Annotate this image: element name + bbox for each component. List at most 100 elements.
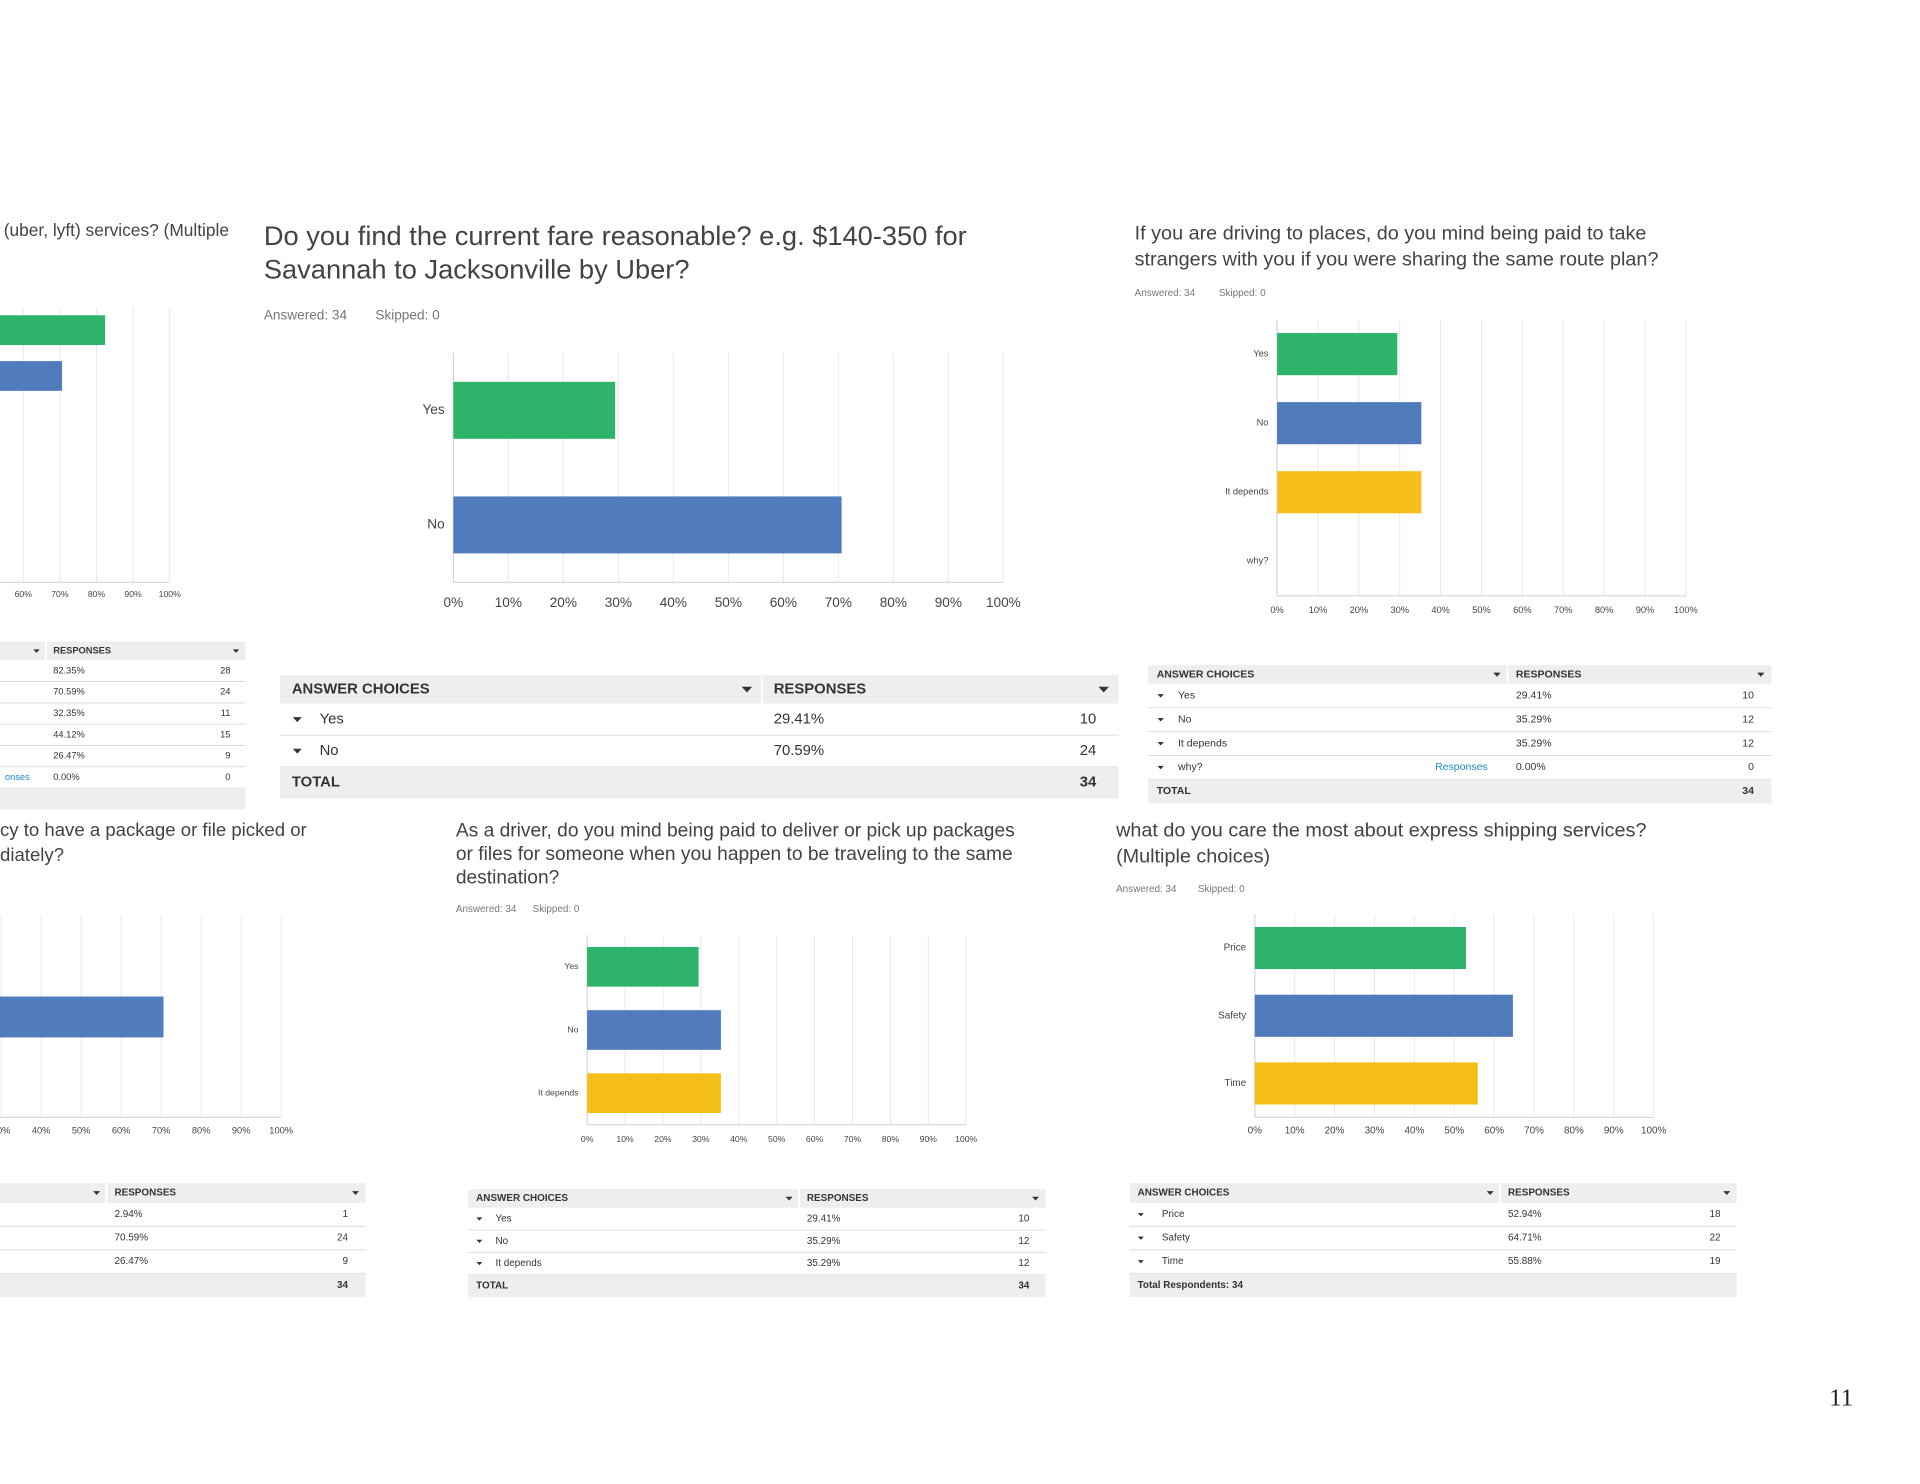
row-choice: No bbox=[320, 743, 339, 759]
header-responses: RESPONSES bbox=[114, 1187, 176, 1198]
header-responses: RESPONSES bbox=[53, 645, 111, 655]
row-count: 28 bbox=[220, 665, 230, 675]
dropdown-arrow bbox=[352, 1191, 359, 1195]
dropdown-arrow bbox=[1157, 765, 1164, 770]
dropdown-arrow bbox=[292, 717, 302, 723]
row-count: 19 bbox=[1710, 1256, 1722, 1267]
page-number: 11 bbox=[1829, 1384, 1853, 1411]
row-percent: 32.35% bbox=[53, 708, 84, 718]
bar bbox=[453, 496, 842, 554]
question-title: Savannah to Jacksonville by Uber? bbox=[264, 253, 690, 284]
table-total bbox=[279, 766, 1119, 799]
row-count: 10 bbox=[1018, 1214, 1030, 1225]
x-tick-label: 60% bbox=[806, 1134, 824, 1144]
x-tick-label: 80% bbox=[1564, 1126, 1584, 1137]
row-count: 11 bbox=[221, 708, 231, 718]
row-count: 12 bbox=[1742, 737, 1754, 749]
category-label: Yes bbox=[1253, 349, 1268, 359]
answered-count: Answered: 34 bbox=[456, 904, 517, 915]
row-percent: 2.94% bbox=[114, 1209, 142, 1220]
dropdown-arrow bbox=[476, 1217, 483, 1221]
dropdown-arrow bbox=[1137, 1260, 1144, 1264]
bar bbox=[587, 947, 699, 987]
total-count: 34 bbox=[1742, 785, 1754, 797]
responses-link[interactable]: onses bbox=[5, 772, 30, 782]
dropdown-arrow bbox=[1157, 741, 1164, 746]
table-header bbox=[468, 1189, 1046, 1208]
category-label: why? bbox=[1246, 556, 1269, 566]
x-tick-label: 10% bbox=[1309, 605, 1328, 615]
category-label: Price bbox=[1224, 943, 1247, 954]
x-tick-label: 0% bbox=[581, 1134, 594, 1144]
bar bbox=[1254, 926, 1466, 970]
x-tick-label: 70% bbox=[1554, 605, 1573, 615]
header-responses: RESPONSES bbox=[1516, 668, 1581, 680]
total-label: TOTAL bbox=[1157, 785, 1192, 797]
answered-count: Answered: 34 bbox=[1116, 884, 1177, 895]
skipped-count: Skipped: 0 bbox=[533, 904, 580, 915]
total-count: 34 bbox=[1018, 1280, 1030, 1291]
question-title: cy to have a package or file picked or bbox=[0, 819, 307, 840]
bar bbox=[453, 381, 616, 439]
row-count: 18 bbox=[1710, 1209, 1722, 1220]
row-count: 24 bbox=[337, 1233, 349, 1244]
row-percent: 70.59% bbox=[114, 1233, 148, 1244]
row-choice: Time bbox=[1162, 1256, 1184, 1267]
x-tick-label: 50% bbox=[1444, 1126, 1464, 1137]
row-count: 24 bbox=[220, 687, 230, 697]
row-count: 22 bbox=[1710, 1233, 1721, 1244]
row-percent: 26.47% bbox=[53, 751, 84, 761]
x-tick-label: 40% bbox=[1431, 605, 1450, 615]
category-label: It depends bbox=[538, 1087, 579, 1097]
table-total bbox=[1148, 779, 1772, 804]
dropdown-arrow bbox=[33, 649, 40, 653]
answered-count: Answered: 34 bbox=[1135, 288, 1196, 299]
row-count: 10 bbox=[1742, 690, 1754, 702]
category-label: No bbox=[1257, 418, 1269, 428]
row-choice: It depends bbox=[495, 1258, 541, 1269]
x-tick-label: 100% bbox=[1641, 1126, 1667, 1137]
x-tick-label: 60% bbox=[15, 589, 33, 599]
row-percent: 70.59% bbox=[53, 687, 84, 697]
x-tick-label: 90% bbox=[1636, 605, 1655, 615]
table-header bbox=[1148, 665, 1772, 684]
responses-link[interactable]: Responses bbox=[1435, 761, 1488, 773]
dropdown-arrow bbox=[1137, 1236, 1144, 1240]
x-tick-label: 30% bbox=[0, 1125, 10, 1135]
category-label: No bbox=[427, 517, 444, 532]
dropdown-arrow bbox=[1098, 686, 1109, 693]
x-tick-label: 100% bbox=[269, 1125, 293, 1135]
x-tick-label: 60% bbox=[112, 1125, 131, 1135]
x-tick-label: 30% bbox=[1365, 1126, 1385, 1137]
bar bbox=[1277, 471, 1422, 514]
table-total bbox=[1129, 1273, 1737, 1297]
row-percent: 64.71% bbox=[1508, 1233, 1542, 1244]
dropdown-arrow bbox=[1493, 672, 1501, 677]
x-tick-label: 60% bbox=[770, 595, 797, 610]
question-title: what do you care the most about express … bbox=[1115, 819, 1646, 841]
row-percent: 35.29% bbox=[807, 1258, 841, 1269]
question-title: As a driver, do you mind being paid to d… bbox=[456, 820, 1015, 841]
question-title: destination? bbox=[456, 867, 559, 888]
dropdown-arrow bbox=[476, 1262, 483, 1266]
row-count: 12 bbox=[1018, 1258, 1029, 1269]
total-label: Total Respondents: 34 bbox=[1138, 1280, 1244, 1291]
row-count: 1 bbox=[343, 1209, 349, 1220]
category-label: Yes bbox=[564, 961, 579, 971]
x-tick-label: 10% bbox=[495, 595, 522, 610]
category-label: Safety bbox=[1218, 1010, 1246, 1021]
x-tick-label: 70% bbox=[152, 1125, 171, 1135]
x-tick-label: 90% bbox=[1604, 1126, 1624, 1137]
x-tick-label: 30% bbox=[605, 595, 632, 610]
row-count: 10 bbox=[1080, 711, 1097, 727]
question-title: (Multiple choices) bbox=[1116, 845, 1270, 867]
header-choices: ANSWER CHOICES bbox=[476, 1193, 568, 1204]
row-percent: 26.47% bbox=[114, 1256, 148, 1267]
x-tick-label: 20% bbox=[1325, 1126, 1345, 1137]
x-tick-label: 100% bbox=[159, 589, 181, 599]
table-total bbox=[0, 1273, 366, 1297]
question-title: strangers with you if you were sharing t… bbox=[1135, 248, 1659, 270]
x-tick-label: 50% bbox=[1472, 605, 1491, 615]
